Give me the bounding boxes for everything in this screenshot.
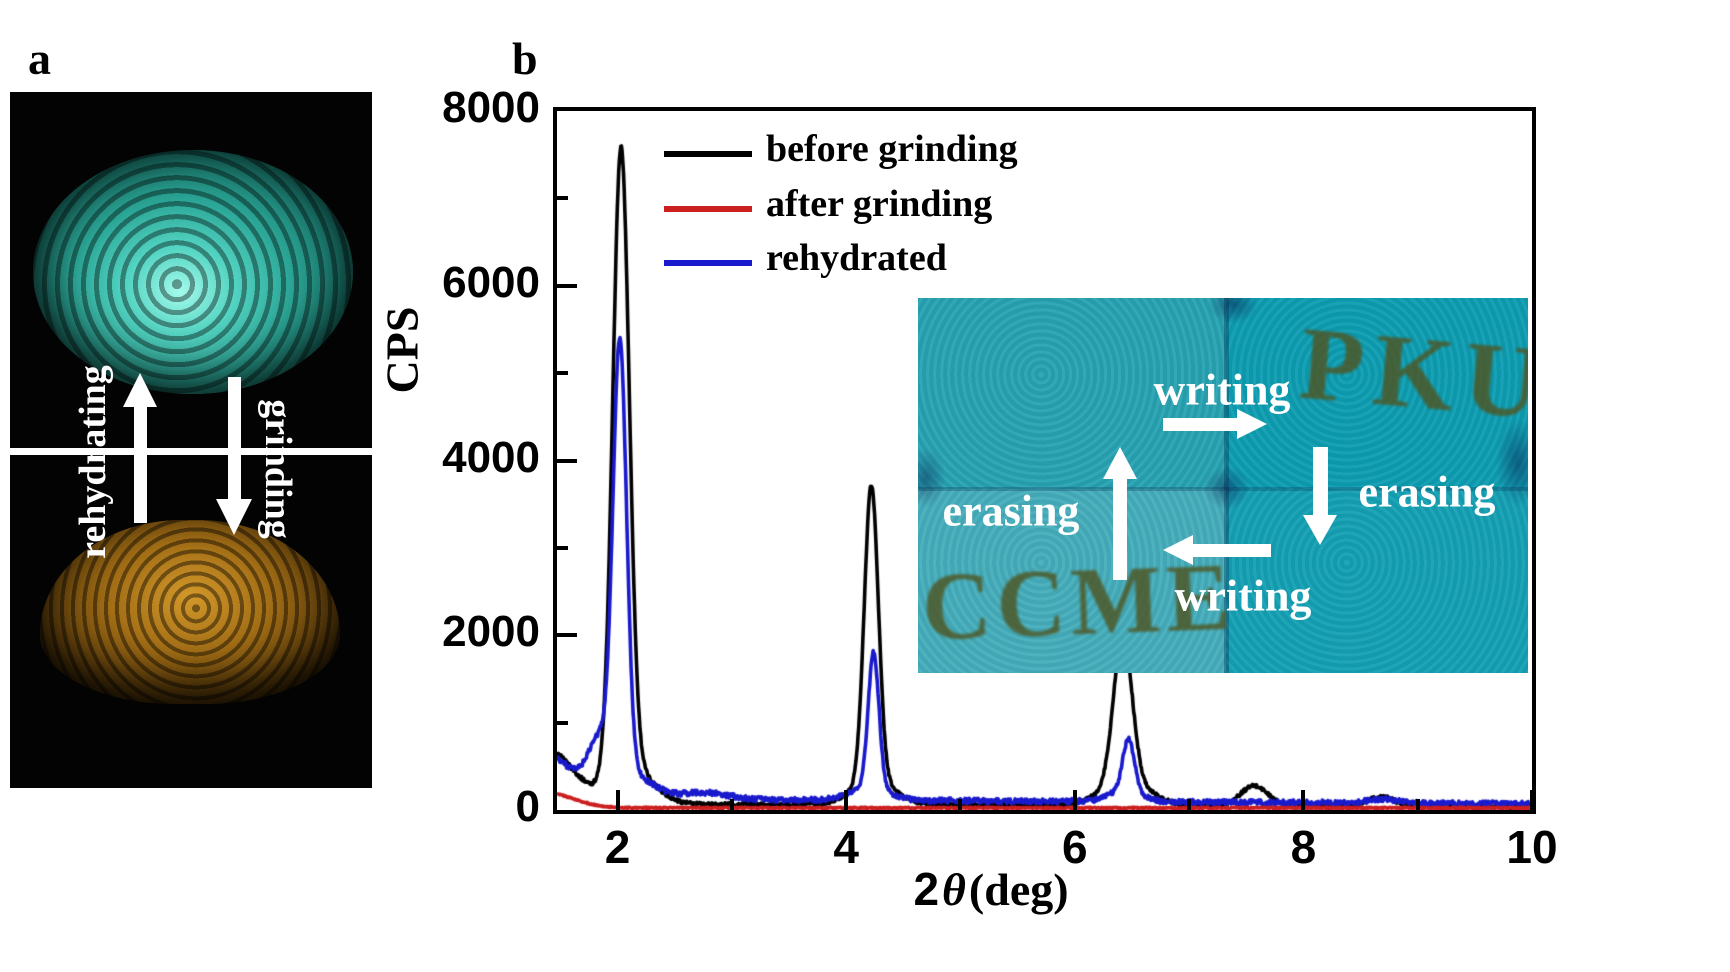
inset-up-arrow-shaft bbox=[1113, 477, 1127, 580]
inset-down-arrow-icon bbox=[1303, 515, 1337, 545]
x-axis-title-unit: (deg) bbox=[968, 864, 1069, 915]
up-arrow-icon bbox=[123, 373, 157, 407]
grinding-label: grinding bbox=[257, 399, 299, 539]
inset-quadrant-pku-top-right bbox=[1226, 298, 1528, 489]
y-axis-title: CPS bbox=[376, 306, 428, 394]
rehydrating-label: rehydrating bbox=[72, 365, 114, 559]
y-tick-label: 4000 bbox=[442, 432, 540, 482]
inset-photo: PKU CCME writing erasing writing erasing bbox=[918, 298, 1528, 673]
inset-up-arrow-icon bbox=[1103, 447, 1137, 479]
x-tick-label: 4 bbox=[833, 821, 859, 873]
down-arrow-icon bbox=[216, 499, 252, 535]
x-tick-label: 10 bbox=[1506, 821, 1558, 873]
writing-bottom-label: writing bbox=[1174, 571, 1312, 621]
inset-quadrant-erased-top-left bbox=[918, 298, 1226, 489]
x-tick-label: 8 bbox=[1290, 821, 1317, 873]
panel-a-label: a bbox=[28, 33, 51, 84]
panel-b-label: b bbox=[512, 33, 538, 84]
writing-top-label: writing bbox=[1153, 365, 1291, 415]
erasing-left-label: erasing bbox=[942, 486, 1080, 536]
up-arrow-shaft bbox=[134, 405, 147, 523]
y-tick-label: 0 bbox=[515, 782, 540, 831]
y-tick-label: 6000 bbox=[442, 257, 540, 307]
stain-blotch bbox=[1496, 418, 1528, 508]
right-arrow-icon bbox=[1237, 409, 1267, 439]
stain-blotch bbox=[1204, 466, 1250, 510]
erasing-right-label: erasing bbox=[1358, 467, 1496, 517]
divider-line bbox=[10, 448, 372, 455]
inset-down-arrow-shaft bbox=[1313, 447, 1328, 515]
intact-tablet-image bbox=[33, 150, 353, 394]
inset-quadrant-erased-bottom-right bbox=[1226, 489, 1528, 673]
y-tick-label: 8000 bbox=[442, 83, 540, 132]
ground-powder-image bbox=[40, 520, 340, 704]
inset-quadrant-ccme-bottom-left bbox=[918, 489, 1226, 673]
y-tick-label: 2000 bbox=[442, 607, 540, 657]
left-arrow-shaft bbox=[1193, 544, 1271, 557]
x-axis-title-number: 2 bbox=[913, 863, 940, 915]
left-arrow-icon bbox=[1163, 535, 1193, 565]
x-tick-label: 2 bbox=[604, 821, 631, 873]
right-arrow-shaft bbox=[1163, 418, 1237, 431]
panel-a-photo: rehydrating grinding bbox=[10, 92, 372, 788]
down-arrow-shaft bbox=[228, 377, 241, 501]
pku-writing: PKU bbox=[1295, 305, 1528, 442]
x-axis-title: 2θ(deg) bbox=[913, 862, 1068, 916]
theta-symbol: θ bbox=[942, 864, 966, 915]
